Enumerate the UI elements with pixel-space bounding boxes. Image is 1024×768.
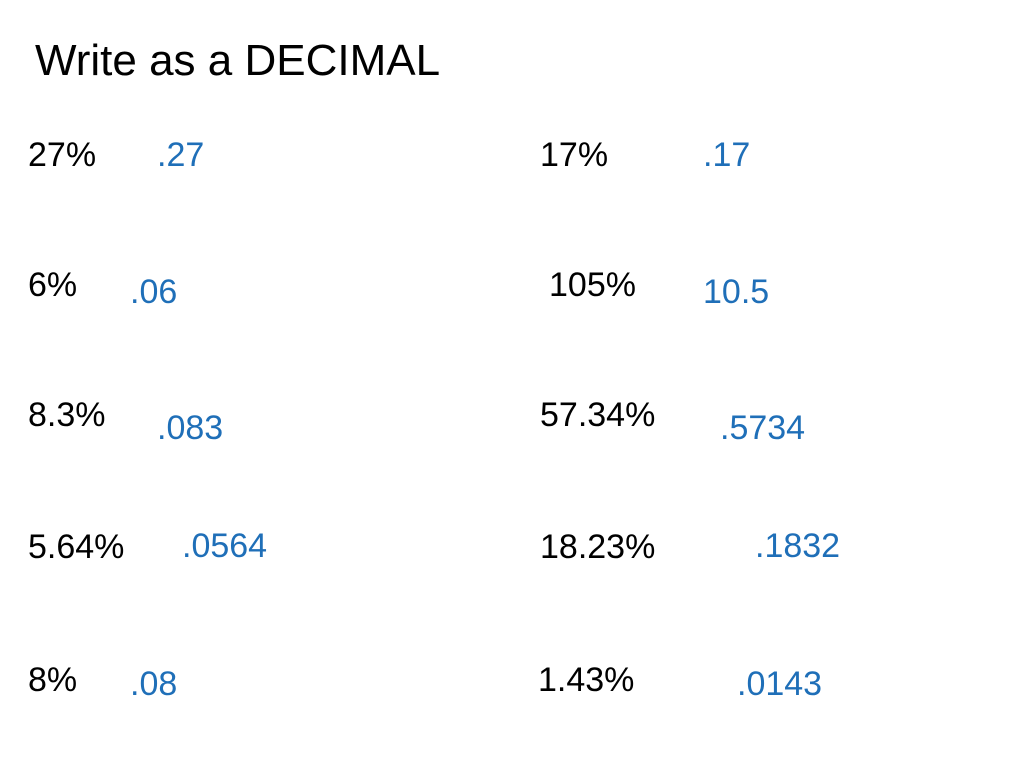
problem-question: 8.3% xyxy=(28,396,106,434)
problem-answer: 10.5 xyxy=(703,273,770,311)
problem-answer: .08 xyxy=(130,665,178,703)
problem-answer: .0143 xyxy=(737,665,823,703)
problem-question: 5.64% xyxy=(28,528,125,566)
problem-question: 27% xyxy=(28,136,97,174)
slide-title: Write as a DECIMAL xyxy=(35,36,441,85)
problem-answer: .0564 xyxy=(182,527,268,565)
problem-question: 57.34% xyxy=(540,396,656,434)
problem-answer: .27 xyxy=(157,136,205,174)
problem-answer: .17 xyxy=(703,136,751,174)
problem-question: 17% xyxy=(540,136,609,174)
problem-question: 105% xyxy=(549,266,636,304)
problem-answer: .083 xyxy=(157,409,224,447)
problem-question: 8% xyxy=(28,661,78,699)
problem-question: 6% xyxy=(28,266,78,304)
problem-question: 18.23% xyxy=(540,528,656,566)
problem-question: 1.43% xyxy=(538,661,635,699)
problem-answer: .06 xyxy=(130,273,178,311)
problem-answer: .1832 xyxy=(755,527,841,565)
problem-answer: .5734 xyxy=(720,409,806,447)
